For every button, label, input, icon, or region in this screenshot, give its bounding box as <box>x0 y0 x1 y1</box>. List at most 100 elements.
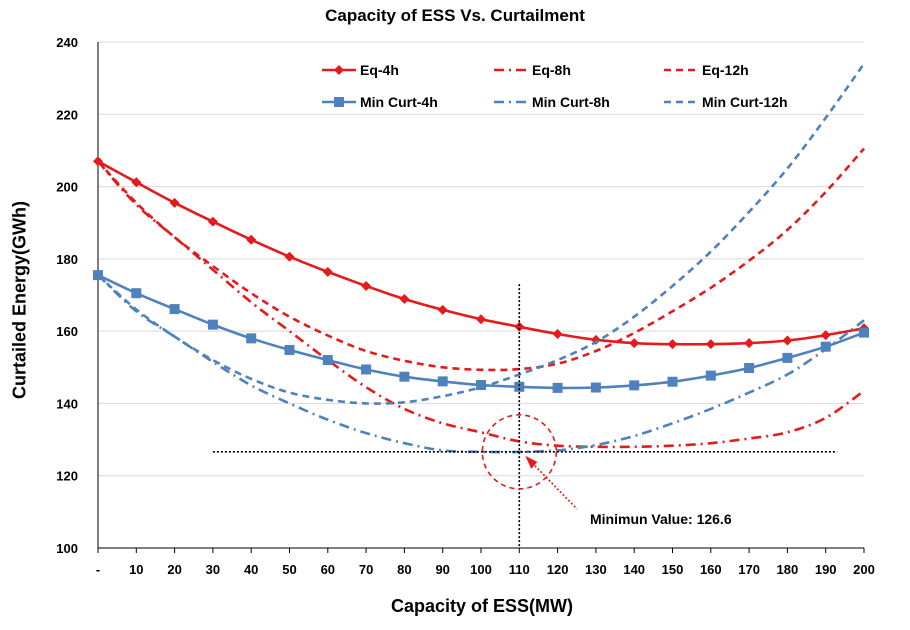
legend-item: Min Curt-12h <box>664 94 788 110</box>
series-eq-4h <box>93 156 869 350</box>
x-tick-label: 170 <box>738 562 760 577</box>
series-min-curt-4h <box>93 270 869 393</box>
x-tick-label: 110 <box>509 562 530 577</box>
y-tick-label: 160 <box>56 324 78 339</box>
x-tick-label: 40 <box>244 562 258 577</box>
y-tick-label: 200 <box>56 180 78 195</box>
series-eq-12h <box>97 147 865 372</box>
data-point <box>169 304 180 315</box>
x-tick-label: 60 <box>321 562 335 577</box>
data-point <box>246 333 257 344</box>
legend-label: Min Curt-8h <box>532 94 610 110</box>
x-tick-label: 160 <box>700 562 722 577</box>
x-tick-label: - <box>96 562 100 577</box>
y-tick-label: 180 <box>56 252 78 267</box>
data-point <box>399 293 410 304</box>
x-tick-label: 10 <box>129 562 143 577</box>
data-point <box>629 380 640 391</box>
data-point <box>667 339 678 350</box>
y-tick-label: 240 <box>56 35 78 50</box>
legend-marker <box>334 97 344 107</box>
x-tick-label: 80 <box>397 562 411 577</box>
data-point <box>744 338 755 349</box>
data-point <box>476 314 486 325</box>
x-tick-label: 140 <box>623 562 645 577</box>
data-point <box>207 319 218 330</box>
legend-item: Min Curt-8h <box>494 94 610 110</box>
series-min-curt-8h <box>97 274 865 454</box>
minimum-arrow-line <box>528 459 578 510</box>
x-tick-label: 70 <box>359 562 373 577</box>
chart-title: Capacity of ESS Vs. Curtailment <box>325 6 585 25</box>
x-tick-label: 30 <box>206 562 220 577</box>
data-point <box>744 363 755 374</box>
data-point <box>514 381 525 392</box>
series-line <box>97 160 865 449</box>
data-point <box>552 382 563 393</box>
x-axis-title: Capacity of ESS(MW) <box>390 596 573 616</box>
data-point <box>514 321 525 332</box>
data-point <box>246 234 257 245</box>
minimum-arrow-head <box>525 455 538 469</box>
x-tick-label: 90 <box>435 562 449 577</box>
legend-item: Eq-12h <box>664 62 749 78</box>
y-tick-label: 140 <box>56 396 78 411</box>
y-axis-title: Curtailed Energy(GWh) <box>9 200 30 400</box>
data-point <box>820 341 831 352</box>
data-point <box>859 327 869 338</box>
legend-item: Eq-8h <box>494 62 571 78</box>
data-point <box>131 288 142 299</box>
x-tick-label: 20 <box>167 562 181 577</box>
x-tick-label: 50 <box>282 562 296 577</box>
series-min-curt-12h <box>97 62 866 405</box>
legend-label: Eq-12h <box>702 62 749 78</box>
x-tick-label: 190 <box>815 562 837 577</box>
data-point <box>705 339 716 350</box>
series-line <box>97 274 865 454</box>
x-tick-label: 120 <box>547 562 569 577</box>
data-point <box>476 379 486 390</box>
data-point <box>284 251 295 262</box>
data-point <box>361 364 372 375</box>
data-point <box>284 344 295 355</box>
legend-item: Eq-4h <box>322 62 399 78</box>
data-point <box>629 338 640 349</box>
legend-marker <box>334 65 344 75</box>
minimum-circle <box>481 414 558 490</box>
legend-label: Min Curt-4h <box>360 94 438 110</box>
legend-label: Eq-8h <box>532 62 571 78</box>
series-line <box>97 147 865 372</box>
series-eq-8h <box>97 160 865 449</box>
x-tick-label: 180 <box>777 562 799 577</box>
data-point <box>437 304 448 315</box>
data-point <box>667 376 678 387</box>
data-point <box>399 371 410 382</box>
legend-label: Eq-4h <box>360 62 399 78</box>
data-point <box>782 352 793 363</box>
y-tick-label: 100 <box>56 541 78 556</box>
legend-label: Min Curt-12h <box>702 94 788 110</box>
y-tick-label: 120 <box>56 469 78 484</box>
y-tick-label: 220 <box>56 107 78 122</box>
data-point <box>552 329 563 340</box>
data-point <box>820 330 831 341</box>
data-point <box>322 266 333 277</box>
data-point <box>322 355 333 366</box>
data-point <box>782 335 793 346</box>
x-tick-label: 130 <box>585 562 607 577</box>
data-point <box>361 280 372 291</box>
data-point <box>169 197 180 208</box>
x-tick-label: 100 <box>470 562 492 577</box>
data-point <box>131 177 142 188</box>
data-point <box>437 376 448 387</box>
data-point <box>207 216 218 227</box>
x-tick-label: 150 <box>662 562 684 577</box>
data-point <box>705 370 716 381</box>
data-point <box>590 382 601 393</box>
series-line <box>97 62 866 405</box>
x-tick-label: 200 <box>853 562 875 577</box>
legend-item: Min Curt-4h <box>322 94 438 110</box>
minimum-value-label: Minimun Value: 126.6 <box>590 511 732 527</box>
